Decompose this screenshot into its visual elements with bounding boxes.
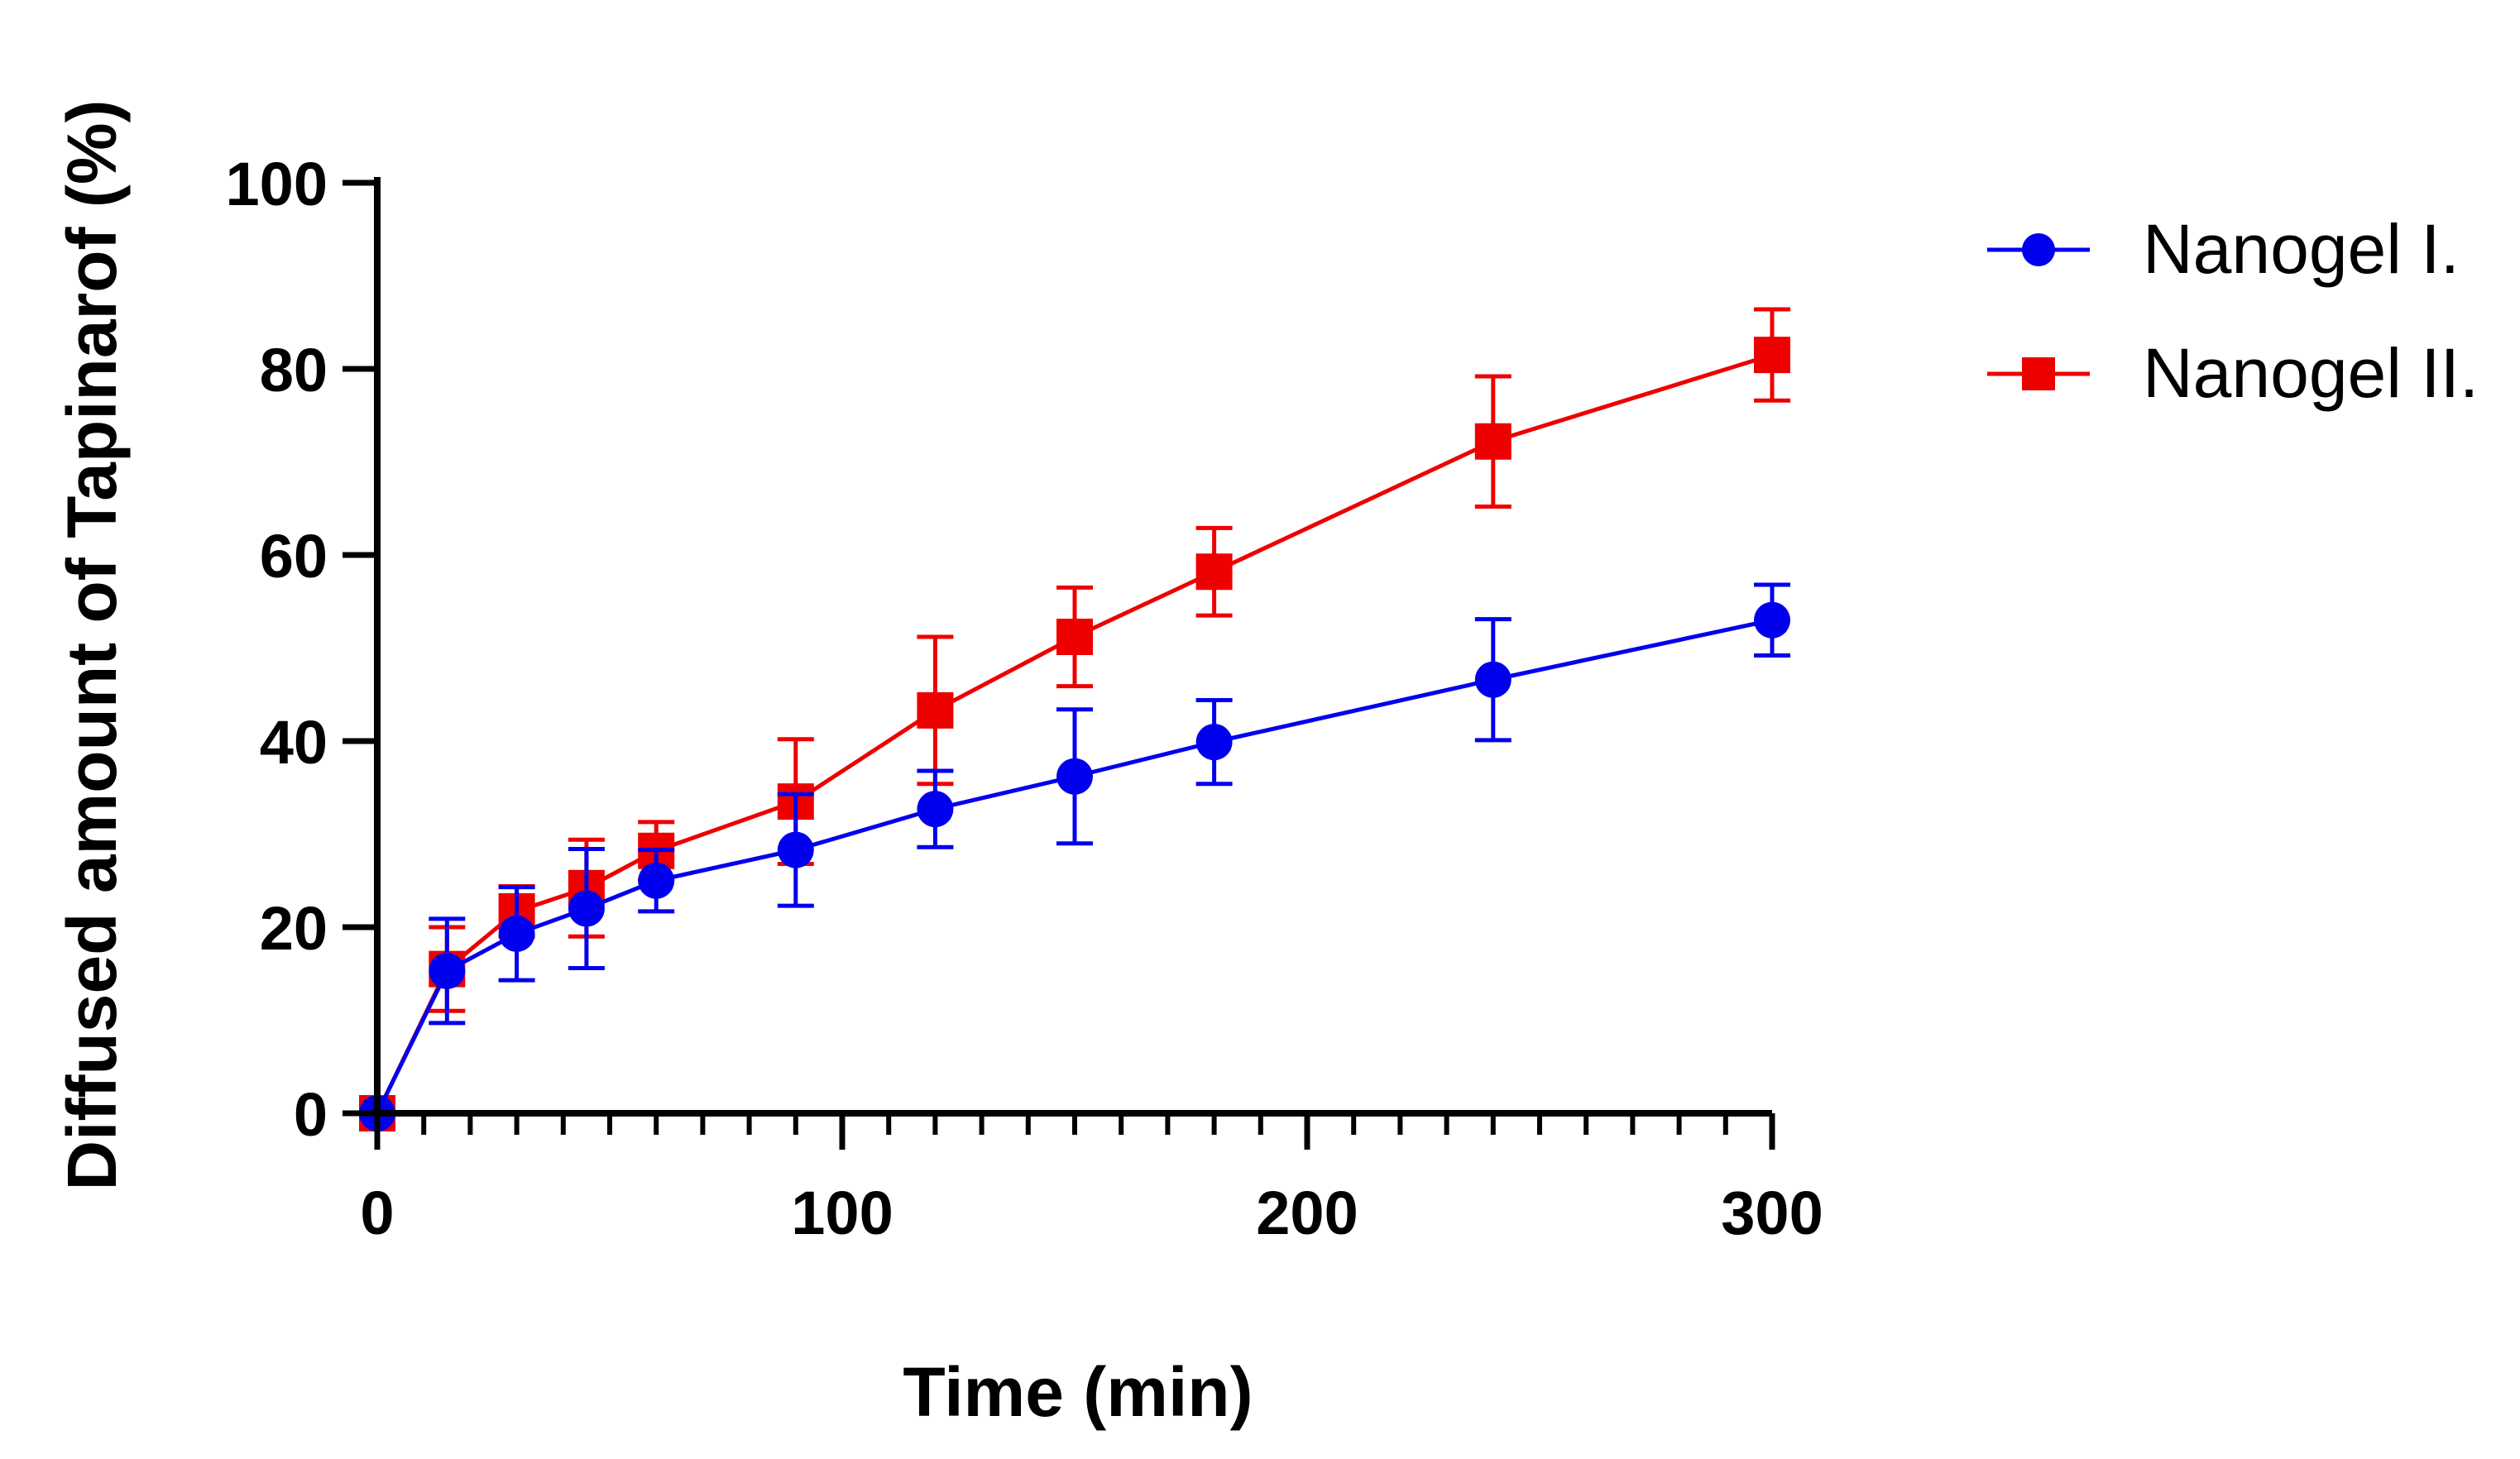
data-point (498, 915, 535, 952)
data-point (917, 691, 954, 729)
y-tick-label: 0 (294, 1080, 328, 1149)
data-point (568, 890, 605, 927)
axes-layer: 0 20 40 60 80 100 0 100 200 300 (226, 150, 1823, 1247)
x-ticks: 0 100 200 300 (360, 1113, 1823, 1247)
legend-entry-nanogel-i: Nanogel I. (1987, 210, 2460, 288)
x-tick-label: 200 (1256, 1179, 1358, 1247)
legend-label-nanogel-ii: Nanogel II. (2143, 334, 2479, 412)
y-tick-label: 40 (260, 708, 328, 777)
x-tick-label: 100 (791, 1179, 893, 1247)
data-point (429, 952, 466, 989)
data-point (1474, 423, 1512, 460)
y-tick-label: 60 (260, 522, 328, 591)
series-nanogel-i (359, 582, 1790, 1131)
legend-marker-circle (2022, 233, 2055, 266)
data-point (1056, 758, 1093, 795)
x-axis-title: Time (min) (903, 1353, 1253, 1431)
y-tick-label: 80 (260, 336, 328, 404)
legend-label-nanogel-i: Nanogel I. (2143, 210, 2460, 288)
x-tick-label: 0 (360, 1179, 394, 1247)
data-point (638, 862, 675, 899)
data-point (1754, 337, 1790, 374)
y-axis-title: Diffused amount of Tapinarof (%) (53, 99, 131, 1190)
y-ticks: 0 20 40 60 80 100 (226, 150, 377, 1149)
data-point (1056, 619, 1093, 655)
data-point (1195, 553, 1233, 591)
y-tick-label: 100 (226, 150, 328, 218)
legend-marker-square (2022, 357, 2055, 390)
x-tick-label: 300 (1721, 1179, 1823, 1247)
series-layer (359, 307, 1790, 1131)
data-point (1754, 601, 1790, 639)
data-point (1195, 724, 1233, 761)
legend: Nanogel I. Nanogel II. (1987, 210, 2479, 412)
data-point (917, 791, 954, 828)
data-point (1474, 661, 1512, 698)
legend-entry-nanogel-ii: Nanogel II. (1987, 334, 2479, 412)
data-point (777, 831, 814, 868)
y-tick-label: 20 (260, 894, 328, 963)
